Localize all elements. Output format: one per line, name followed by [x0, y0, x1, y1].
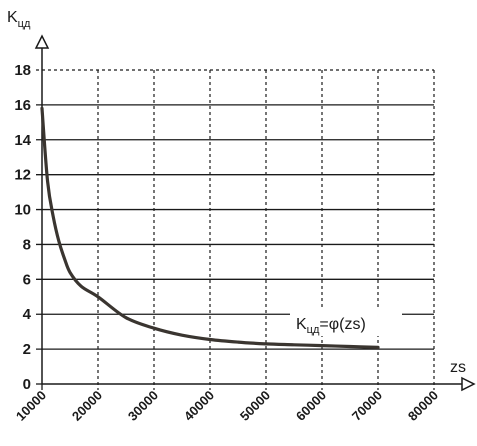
x-tick-label: 70000	[349, 388, 385, 424]
x-tick-label: 20000	[69, 388, 105, 424]
y-tick-label: 8	[23, 236, 31, 253]
x-tick-label: 50000	[237, 388, 273, 424]
y-tick-label: 18	[14, 62, 31, 79]
tick-labels: 0 2 4 6 8 10 12 14 16 18 10000 20000 30000 40000 50000…	[13, 62, 441, 424]
y-tick-label: 2	[23, 341, 31, 358]
x-axis-arrow-icon	[461, 376, 476, 392]
y-tick-label: 0	[23, 376, 31, 393]
y-tick-label: 10	[14, 202, 31, 219]
axes	[34, 34, 476, 392]
y-tick-label: 4	[23, 306, 32, 323]
y-tick-label: 16	[14, 97, 31, 114]
curve-annotation: Kцд=φ(zs)	[296, 316, 366, 336]
grid	[36, 69, 435, 390]
annotation-background	[290, 310, 402, 336]
x-axis-title: zs	[450, 359, 466, 376]
x-tick-label: 30000	[125, 388, 161, 424]
series	[40, 106, 380, 349]
y-tick-label: 12	[14, 167, 31, 184]
y-axis-title: Kцд	[7, 9, 31, 30]
y-tick-label: 6	[23, 271, 31, 288]
x-tick-label: 60000	[293, 388, 329, 424]
x-tick-label: 10000	[13, 388, 49, 424]
series-line	[40, 106, 380, 349]
x-tick-label: 40000	[181, 388, 217, 424]
y-tick-label: 14	[14, 132, 31, 149]
x-tick-label: 80000	[405, 388, 441, 424]
y-axis-arrow-icon	[34, 34, 50, 49]
